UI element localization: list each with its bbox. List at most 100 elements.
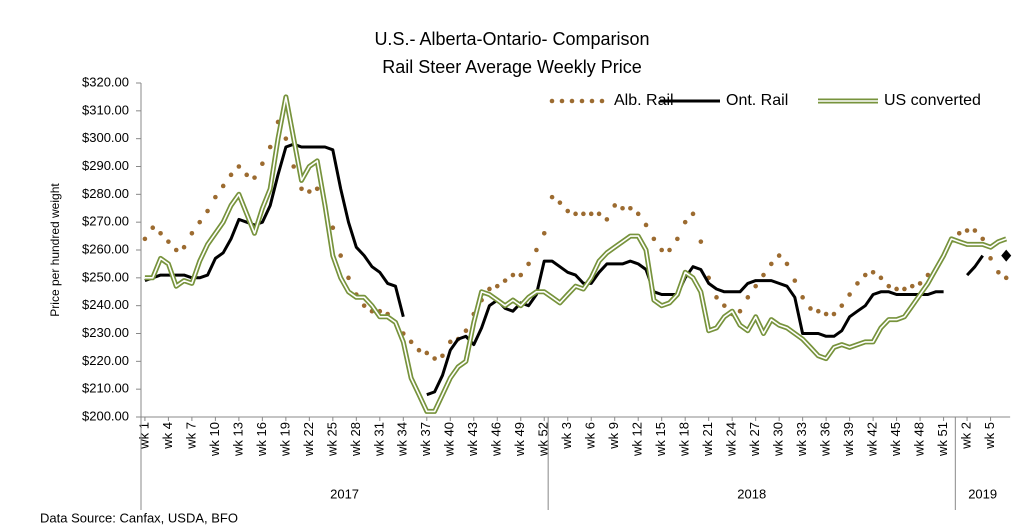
data-point — [800, 295, 805, 300]
data-point — [307, 189, 312, 194]
data-point — [581, 211, 586, 217]
y-tick-label: $210.00 — [82, 381, 129, 396]
group-label: 2019 — [968, 486, 997, 501]
x-tick-label: wk 28 — [348, 422, 363, 457]
data-point — [909, 283, 915, 289]
data-point — [220, 183, 226, 189]
legend-swatch — [579, 98, 585, 104]
data-point — [988, 256, 993, 261]
x-tick-label: wk 39 — [841, 422, 856, 457]
data-point — [166, 239, 171, 244]
data-point — [628, 205, 633, 211]
data-point — [847, 292, 852, 297]
data-point — [408, 339, 414, 345]
y-tick-label: $220.00 — [82, 353, 129, 368]
x-tick-label: wk 1 — [136, 422, 151, 450]
x-tick-label: wk 10 — [207, 422, 222, 457]
y-tick-label: $290.00 — [82, 158, 129, 173]
data-point — [299, 186, 304, 192]
x-tick-label: wk 13 — [230, 422, 245, 457]
data-point — [769, 261, 774, 267]
x-tick-label: wk 30 — [771, 422, 786, 457]
data-point — [886, 283, 892, 289]
x-tick-label: wk 51 — [935, 422, 950, 457]
x-tick-label: wk 24 — [724, 422, 739, 457]
data-point — [1001, 249, 1012, 262]
data-point — [862, 272, 868, 278]
y-axis-title: Price per hundred weight — [48, 183, 62, 317]
data-point — [573, 211, 578, 217]
y-tick-label: $250.00 — [82, 269, 129, 284]
data-point — [870, 269, 876, 275]
x-tick-label: wk 52 — [536, 422, 551, 457]
data-point — [823, 311, 829, 317]
x-tick-label: wk 48 — [912, 422, 927, 457]
y-tick-label: $240.00 — [82, 297, 129, 312]
series-line — [144, 142, 405, 318]
legend-swatch — [599, 98, 605, 104]
data-point — [722, 303, 727, 308]
legend-swatch — [589, 98, 595, 104]
legend-swatch — [569, 98, 575, 104]
data-point — [338, 253, 343, 258]
group-label: 2018 — [737, 486, 766, 501]
data-point — [158, 231, 163, 236]
x-tick-label: wk 9 — [606, 422, 621, 450]
data-point — [260, 161, 265, 167]
data-point — [142, 236, 148, 242]
data-point — [878, 275, 884, 281]
data-point — [447, 339, 453, 345]
data-point — [831, 311, 837, 317]
y-tick-label: $320.00 — [82, 74, 129, 89]
data-point — [440, 353, 445, 359]
data-point — [964, 228, 970, 233]
data-point — [424, 350, 430, 356]
x-tick-label: wk 25 — [324, 422, 339, 457]
x-tick-label: wk 42 — [865, 422, 880, 457]
data-point — [667, 247, 672, 253]
y-tick-label: $260.00 — [82, 241, 129, 256]
legend-label: Alb. Rail — [614, 92, 674, 109]
data-point — [267, 144, 273, 150]
x-tick-label: wk 45 — [888, 422, 903, 457]
data-point — [236, 164, 242, 169]
data-point — [792, 278, 798, 283]
data-point — [189, 231, 195, 236]
data-point — [346, 275, 351, 281]
data-point — [737, 308, 743, 314]
data-point — [996, 269, 1001, 275]
data-point — [1003, 275, 1009, 281]
data-point — [980, 236, 986, 242]
data-point — [181, 244, 187, 250]
source-note: Data Source: Canfax, USDA, BFO — [40, 510, 238, 525]
data-point — [291, 164, 296, 169]
data-point — [557, 200, 563, 205]
data-point — [839, 303, 845, 308]
data-point — [745, 295, 751, 300]
data-point — [244, 172, 250, 178]
data-point — [526, 261, 531, 267]
data-point — [173, 247, 179, 253]
data-point — [956, 231, 962, 236]
data-point — [314, 186, 320, 192]
y-tick-label: $280.00 — [82, 186, 129, 201]
data-point — [330, 225, 336, 231]
x-tick-label: wk 19 — [277, 422, 292, 457]
x-tick-label: wk 31 — [371, 422, 386, 457]
data-point — [213, 194, 218, 200]
data-point — [682, 219, 688, 225]
data-point — [714, 295, 719, 300]
data-point — [510, 272, 516, 278]
data-point — [596, 211, 602, 217]
data-point — [917, 281, 923, 286]
data-point — [651, 236, 657, 242]
y-tick-label: $300.00 — [82, 130, 129, 145]
x-tick-label: wk 2 — [959, 422, 974, 450]
x-tick-label: wk 34 — [395, 422, 410, 457]
data-point — [549, 194, 555, 200]
data-point — [612, 203, 618, 208]
x-tick-label: wk 7 — [183, 422, 198, 450]
data-point — [659, 247, 664, 253]
data-point — [487, 286, 492, 292]
data-point — [604, 217, 610, 222]
